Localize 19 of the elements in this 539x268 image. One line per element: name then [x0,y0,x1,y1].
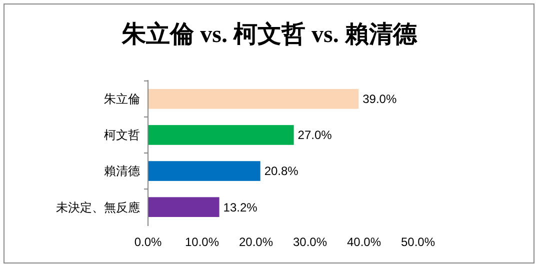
y-tick-label: 朱立倫 [104,92,140,106]
x-tick-label: 20.0% [238,235,274,249]
y-tick-label: 柯文哲 [104,128,140,142]
data-label: 20.8% [264,164,299,178]
bar [148,197,220,217]
x-tick-label: 50.0% [400,235,436,249]
bar [148,89,359,109]
x-tick-label: 40.0% [346,235,382,249]
bar [148,125,294,145]
x-tick-label: 10.0% [184,235,220,249]
chart-title: 朱立倫 vs. 柯文哲 vs. 賴清德 [121,21,418,48]
x-tick-label: 30.0% [292,235,328,249]
x-tick-label: 0.0% [134,235,162,249]
bar [148,161,260,181]
y-tick-label: 賴清德 [104,164,140,178]
y-tick-label: 未決定、無反應 [56,200,140,214]
data-label: 39.0% [362,92,397,106]
data-label: 27.0% [298,128,332,142]
data-label: 13.2% [223,200,258,214]
